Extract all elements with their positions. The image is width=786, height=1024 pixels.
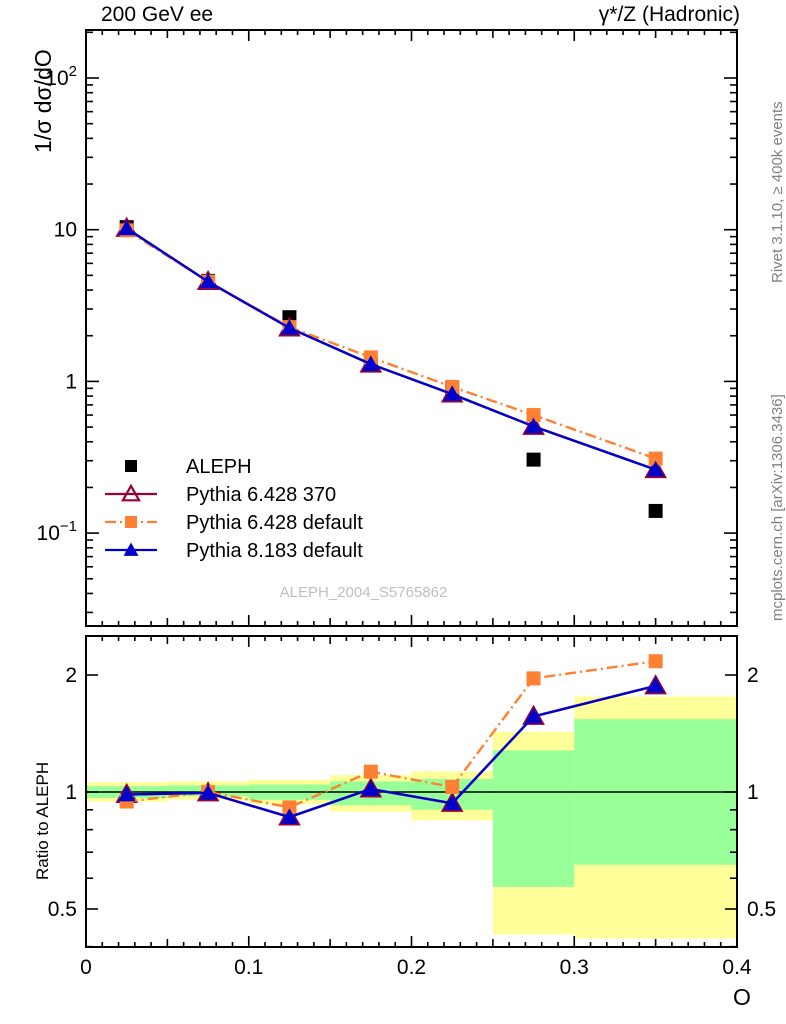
data-point-marker bbox=[524, 417, 543, 434]
header-right-label: γ*/Z (Hadronic) bbox=[598, 3, 740, 26]
series-line bbox=[126, 227, 657, 471]
x-tick-label: 0.1 bbox=[234, 956, 263, 979]
data-point-marker bbox=[443, 794, 461, 811]
data-point-marker bbox=[117, 785, 136, 802]
series-pythia-8-183-default bbox=[117, 677, 665, 824]
main-y-tick-label: 1 bbox=[65, 370, 77, 393]
legend-entry[interactable]: Pythia 6.428 default bbox=[105, 512, 363, 534]
series-pythia-6-428-370 bbox=[115, 216, 667, 479]
data-point-marker bbox=[117, 219, 136, 236]
legend-label: Pythia 8.183 default bbox=[186, 540, 363, 562]
x-tick-label: 0.4 bbox=[722, 956, 752, 979]
data-point-marker bbox=[282, 800, 297, 815]
series-line bbox=[126, 229, 657, 460]
data-point-marker bbox=[125, 460, 137, 472]
x-tick-label: 0.3 bbox=[560, 956, 589, 979]
ratio-y-tick-label: 1 bbox=[65, 781, 77, 804]
ratio-y-tick-label-right: 2 bbox=[747, 664, 759, 687]
ratio-y-tick-label: 0.5 bbox=[48, 898, 77, 921]
main-y-tick-label: 10−1 bbox=[37, 518, 77, 545]
main-y-axis-title: 1/σ dσ/dO bbox=[30, 49, 56, 153]
data-point-marker bbox=[524, 707, 543, 724]
series-line bbox=[126, 227, 657, 471]
band-green bbox=[492, 750, 575, 887]
ratio-y-tick-label-right: 0.5 bbox=[747, 898, 776, 921]
side-label-rivet: Rivet 3.1.10, ≥ 400k events bbox=[769, 101, 786, 283]
main-y-tick-label: 10 bbox=[54, 219, 77, 242]
legend-label: ALEPH bbox=[186, 456, 252, 478]
main-panel-frame bbox=[85, 29, 738, 627]
data-point-marker bbox=[363, 764, 378, 779]
data-point-marker bbox=[199, 272, 217, 289]
data-point-marker bbox=[644, 674, 667, 695]
data-point-marker bbox=[648, 451, 663, 466]
data-point-marker bbox=[526, 408, 541, 423]
data-point-marker bbox=[443, 385, 461, 401]
data-point-marker bbox=[359, 777, 383, 798]
x-tick-label: 0 bbox=[80, 956, 92, 979]
ratio-y-tick-label-right: 1 bbox=[747, 781, 759, 804]
side-label-mcplots: mcplots.cern.ch [arXiv:1306.3436] bbox=[769, 394, 786, 621]
ratio-y-axis-title: Ratio to ALEPH bbox=[33, 761, 52, 880]
data-point-marker bbox=[445, 780, 460, 795]
main-y-tick-label: 102 bbox=[45, 63, 77, 90]
legend-entry[interactable]: Pythia 6.428 370 bbox=[105, 483, 336, 506]
ratio-y-tick-label: 2 bbox=[65, 664, 77, 687]
x-axis-title: O bbox=[733, 984, 751, 1010]
data-point-marker bbox=[121, 483, 141, 502]
data-point-marker bbox=[125, 516, 137, 528]
data-point-marker bbox=[123, 542, 139, 556]
data-point-marker bbox=[199, 784, 217, 800]
data-point-marker bbox=[646, 677, 665, 693]
legend-entry[interactable]: Pythia 8.183 default bbox=[105, 540, 363, 562]
series-pythia-8-183-default bbox=[117, 219, 665, 477]
x-tick-label: 0.2 bbox=[397, 956, 426, 979]
series-pythia-6-428-default bbox=[119, 223, 663, 466]
data-point-marker bbox=[526, 452, 541, 467]
data-point-marker bbox=[648, 503, 663, 518]
data-point-marker bbox=[362, 355, 380, 371]
legend-entry[interactable]: ALEPH bbox=[125, 456, 252, 478]
header-left-label: 200 GeV ee bbox=[101, 3, 214, 26]
legend-label: Pythia 6.428 default bbox=[186, 512, 363, 534]
ratio-uncertainty-bands bbox=[86, 696, 737, 939]
data-point-marker bbox=[280, 319, 299, 335]
legend-label: Pythia 6.428 370 bbox=[186, 484, 336, 506]
data-point-marker bbox=[526, 671, 541, 686]
data-point-marker bbox=[646, 460, 665, 477]
data-point-marker bbox=[280, 808, 299, 824]
watermark-text: ALEPH_2004_S5765862 bbox=[280, 584, 448, 601]
data-point-marker bbox=[648, 654, 663, 669]
data-point-marker bbox=[362, 780, 380, 796]
